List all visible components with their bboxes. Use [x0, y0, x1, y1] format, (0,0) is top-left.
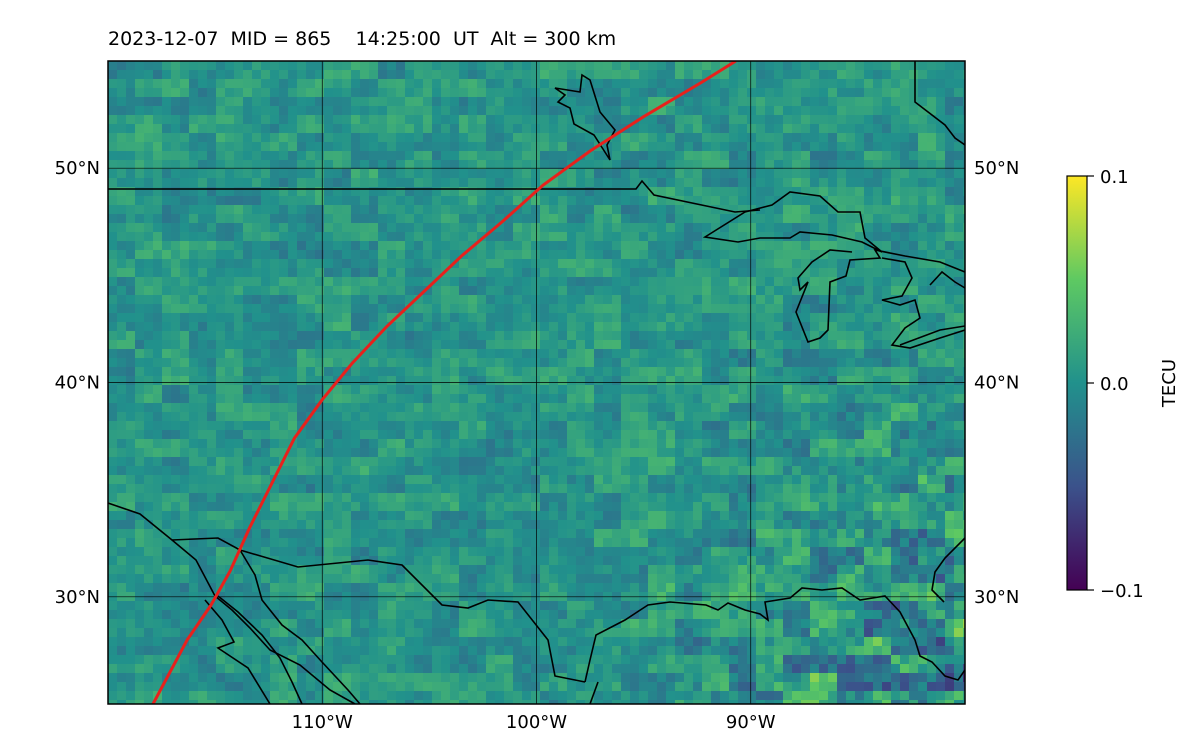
lake-winnipeg: [554, 73, 616, 161]
lat-tick-label-right: 50°N: [974, 158, 1019, 179]
lat-tick-label-left: 40°N: [55, 373, 100, 394]
lat-tick-label-left: 30°N: [55, 587, 100, 608]
colorbar-tick-label: 0.1: [1100, 167, 1129, 188]
axis-ticks: 110°W 100°W 90°W 30°N 30°N 40°N 40°N 50°N 50°N: [55, 158, 1020, 733]
graticule: [108, 61, 965, 704]
tec-heatmap: [108, 61, 965, 704]
lake-superior: [702, 191, 883, 253]
baja-california: [204, 599, 271, 704]
florida-east-coast: [931, 537, 965, 603]
yucatan-tip: [589, 681, 599, 704]
gulf-coast: [584, 587, 965, 683]
colorbar: [1066, 175, 1088, 591]
map-title: 2023-12-07 MID = 865 14:25:00 UT Alt = 3…: [108, 28, 617, 50]
lat-tick-label-right: 30°N: [974, 587, 1019, 608]
colorbar-ticks: 0.1 0.0 −0.1: [1087, 167, 1144, 602]
hudson-bay-shore: [914, 61, 965, 146]
colorbar-tick-label: −0.1: [1100, 581, 1144, 602]
lat-tick-label-left: 50°N: [55, 158, 100, 179]
michigan-thumb: [929, 270, 965, 289]
lat-tick-label-right: 40°N: [974, 373, 1019, 394]
lake-erie: [899, 325, 965, 346]
lake-michigan-shore: [795, 248, 965, 343]
us-canada-border: [108, 179, 761, 213]
plot-frame: [107, 60, 966, 705]
lake-huron: [881, 257, 965, 349]
lon-tick-label: 110°W: [292, 712, 353, 733]
lon-tick-label: 100°W: [506, 712, 567, 733]
colorbar-tick-label: 0.0: [1100, 374, 1129, 395]
colorbar-label: TECU: [1159, 359, 1180, 408]
lon-tick-label: 90°W: [726, 712, 776, 733]
gulf-of-california: [217, 595, 303, 704]
mexico-mainland-coast: [239, 549, 361, 704]
satellite-ground-track: [151, 61, 737, 704]
pacific-coast: [108, 502, 356, 704]
